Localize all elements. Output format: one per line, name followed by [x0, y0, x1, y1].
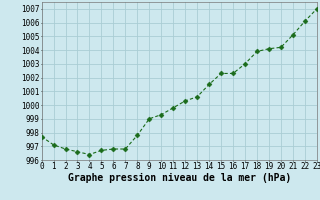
X-axis label: Graphe pression niveau de la mer (hPa): Graphe pression niveau de la mer (hPa) [68, 172, 291, 183]
